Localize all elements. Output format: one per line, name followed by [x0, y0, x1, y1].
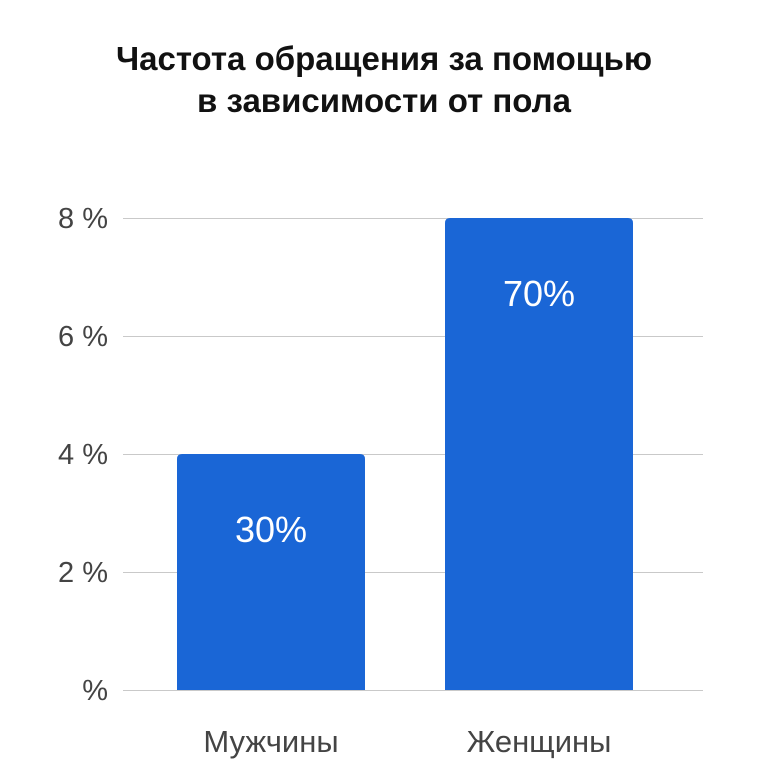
x-axis-category-labels: Мужчины Женщины [203, 724, 611, 759]
y-tick-label: 8 % [58, 203, 108, 235]
bar-value-label: 70% [503, 273, 575, 314]
y-tick-label: 2 % [58, 557, 108, 589]
chart-title-line-1: Частота обращения за помощью [115, 40, 653, 77]
bars: 30% 70% [177, 218, 633, 690]
x-category-label: Мужчины [203, 724, 338, 759]
bar-1 [177, 454, 365, 690]
x-category-label: Женщины [467, 724, 612, 759]
y-tick-label: 6 % [58, 321, 108, 353]
y-tick-label: % [82, 675, 108, 707]
y-tick-label: 4 % [58, 439, 108, 471]
bar-2 [445, 218, 633, 690]
y-axis-tick-labels: % 2 % 4 % 6 % 8 % [58, 203, 108, 707]
chart-title: Частота обращения за помощью в зависимос… [0, 38, 768, 122]
chart-title-line-2: в зависимости от пола [197, 82, 571, 119]
bar-value-label: 30% [235, 509, 307, 550]
